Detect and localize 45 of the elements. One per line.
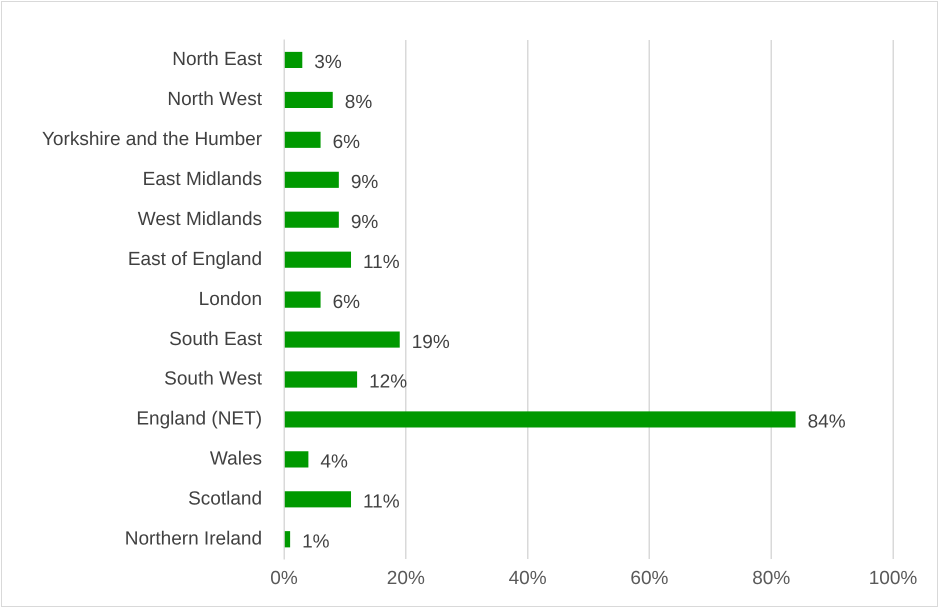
bar [284, 92, 333, 108]
y-tick-label: North East [172, 49, 263, 70]
bar [284, 531, 290, 548]
y-tick-label: North West [167, 89, 263, 110]
data-label: 9% [350, 172, 378, 194]
data-label: 11% [363, 252, 400, 273]
x-tick-label: 40% [508, 568, 547, 589]
y-tick-label: South East [169, 328, 263, 350]
bar [284, 411, 796, 428]
data-label: 6% [332, 132, 360, 154]
x-tick-label: 0% [270, 568, 298, 589]
data-label: 11% [363, 492, 400, 513]
data-label: 19% [412, 332, 450, 353]
y-tick-label: Wales [210, 448, 262, 470]
y-tick-label: Yorkshire and the Humber [42, 129, 263, 150]
bar [284, 331, 400, 348]
y-tick-label: Northern Ireland [124, 528, 262, 550]
data-label: 4% [320, 452, 348, 473]
data-label: 12% [369, 372, 408, 393]
x-tick-label: 100% [868, 568, 918, 589]
x-tick-label: 80% [752, 568, 790, 589]
data-label: 3% [314, 52, 342, 74]
bar [284, 172, 339, 188]
data-label: 84% [808, 412, 846, 433]
bar [284, 451, 308, 468]
data-label: 1% [302, 531, 330, 552]
y-tick-label: South West [164, 368, 263, 390]
bar [284, 212, 339, 228]
bar [284, 132, 321, 148]
data-label: 6% [332, 292, 360, 313]
y-tick-label: East of England [128, 248, 262, 270]
bar [284, 292, 321, 308]
y-tick-label: England (NET) [136, 408, 262, 430]
x-tick-label: 20% [386, 568, 425, 589]
y-tick-label: Scotland [188, 488, 262, 510]
data-label: 8% [344, 92, 372, 114]
y-tick-label: London [198, 288, 262, 310]
bar [284, 252, 352, 268]
x-tick-label: 60% [630, 568, 669, 589]
bar [284, 371, 358, 388]
data-label: 9% [350, 212, 378, 233]
y-tick-label: East Midlands [142, 169, 262, 190]
bar [284, 491, 352, 508]
y-tick-label: West Midlands [138, 208, 262, 230]
bar [284, 52, 302, 68]
